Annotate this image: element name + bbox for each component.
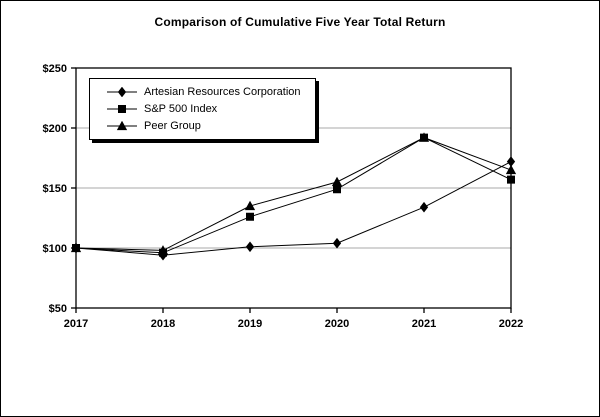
legend-item: Artesian Resources Corporation [107, 86, 311, 98]
square-marker [333, 185, 341, 194]
diamond-marker [419, 201, 429, 213]
triangle-marker [505, 164, 517, 175]
x-tick-label: 2020 [325, 318, 349, 330]
triangle-marker [418, 132, 430, 142]
y-tick-label: $250 [43, 63, 67, 75]
series-line-2 [75, 137, 512, 251]
diamond-marker [506, 156, 516, 167]
x-tick-label: 2021 [412, 318, 436, 330]
x-tick-label: 2022 [499, 318, 523, 330]
legend-item: S&P 500 Index [107, 103, 311, 115]
legend-item: Peer Group [107, 120, 311, 132]
diamond-marker [332, 237, 342, 249]
triangle-marker [157, 245, 169, 255]
legend-label: Peer Group [144, 120, 201, 133]
triangle-marker [244, 200, 256, 211]
chart-title: Comparison of Cumulative Five Year Total… [154, 15, 446, 29]
legend-label: Artesian Resources Corporation [144, 85, 301, 98]
x-tick-label: 2019 [238, 318, 262, 330]
diamond-marker [245, 241, 255, 253]
chart-legend: Artesian Resources Corporation S&P 500 In… [89, 78, 316, 140]
square-marker [246, 212, 254, 221]
square-legend-key-icon [107, 104, 137, 113]
legend-label: S&P 500 Index [144, 102, 218, 115]
series-line-0 [75, 161, 512, 256]
diamond-legend-key-icon [107, 86, 137, 97]
x-tick-label: 2018 [151, 318, 175, 330]
y-tick-label: $150 [43, 183, 67, 195]
square-marker [507, 175, 515, 184]
triangle-marker [331, 176, 343, 187]
y-tick-label: $200 [43, 123, 67, 135]
x-tick-label: 2017 [64, 318, 88, 330]
y-tick-label: $50 [49, 303, 67, 315]
y-tick-label: $100 [43, 243, 67, 255]
triangle-marker [70, 242, 82, 253]
series-line-1 [75, 137, 512, 254]
triangle-legend-key-icon [107, 121, 137, 131]
